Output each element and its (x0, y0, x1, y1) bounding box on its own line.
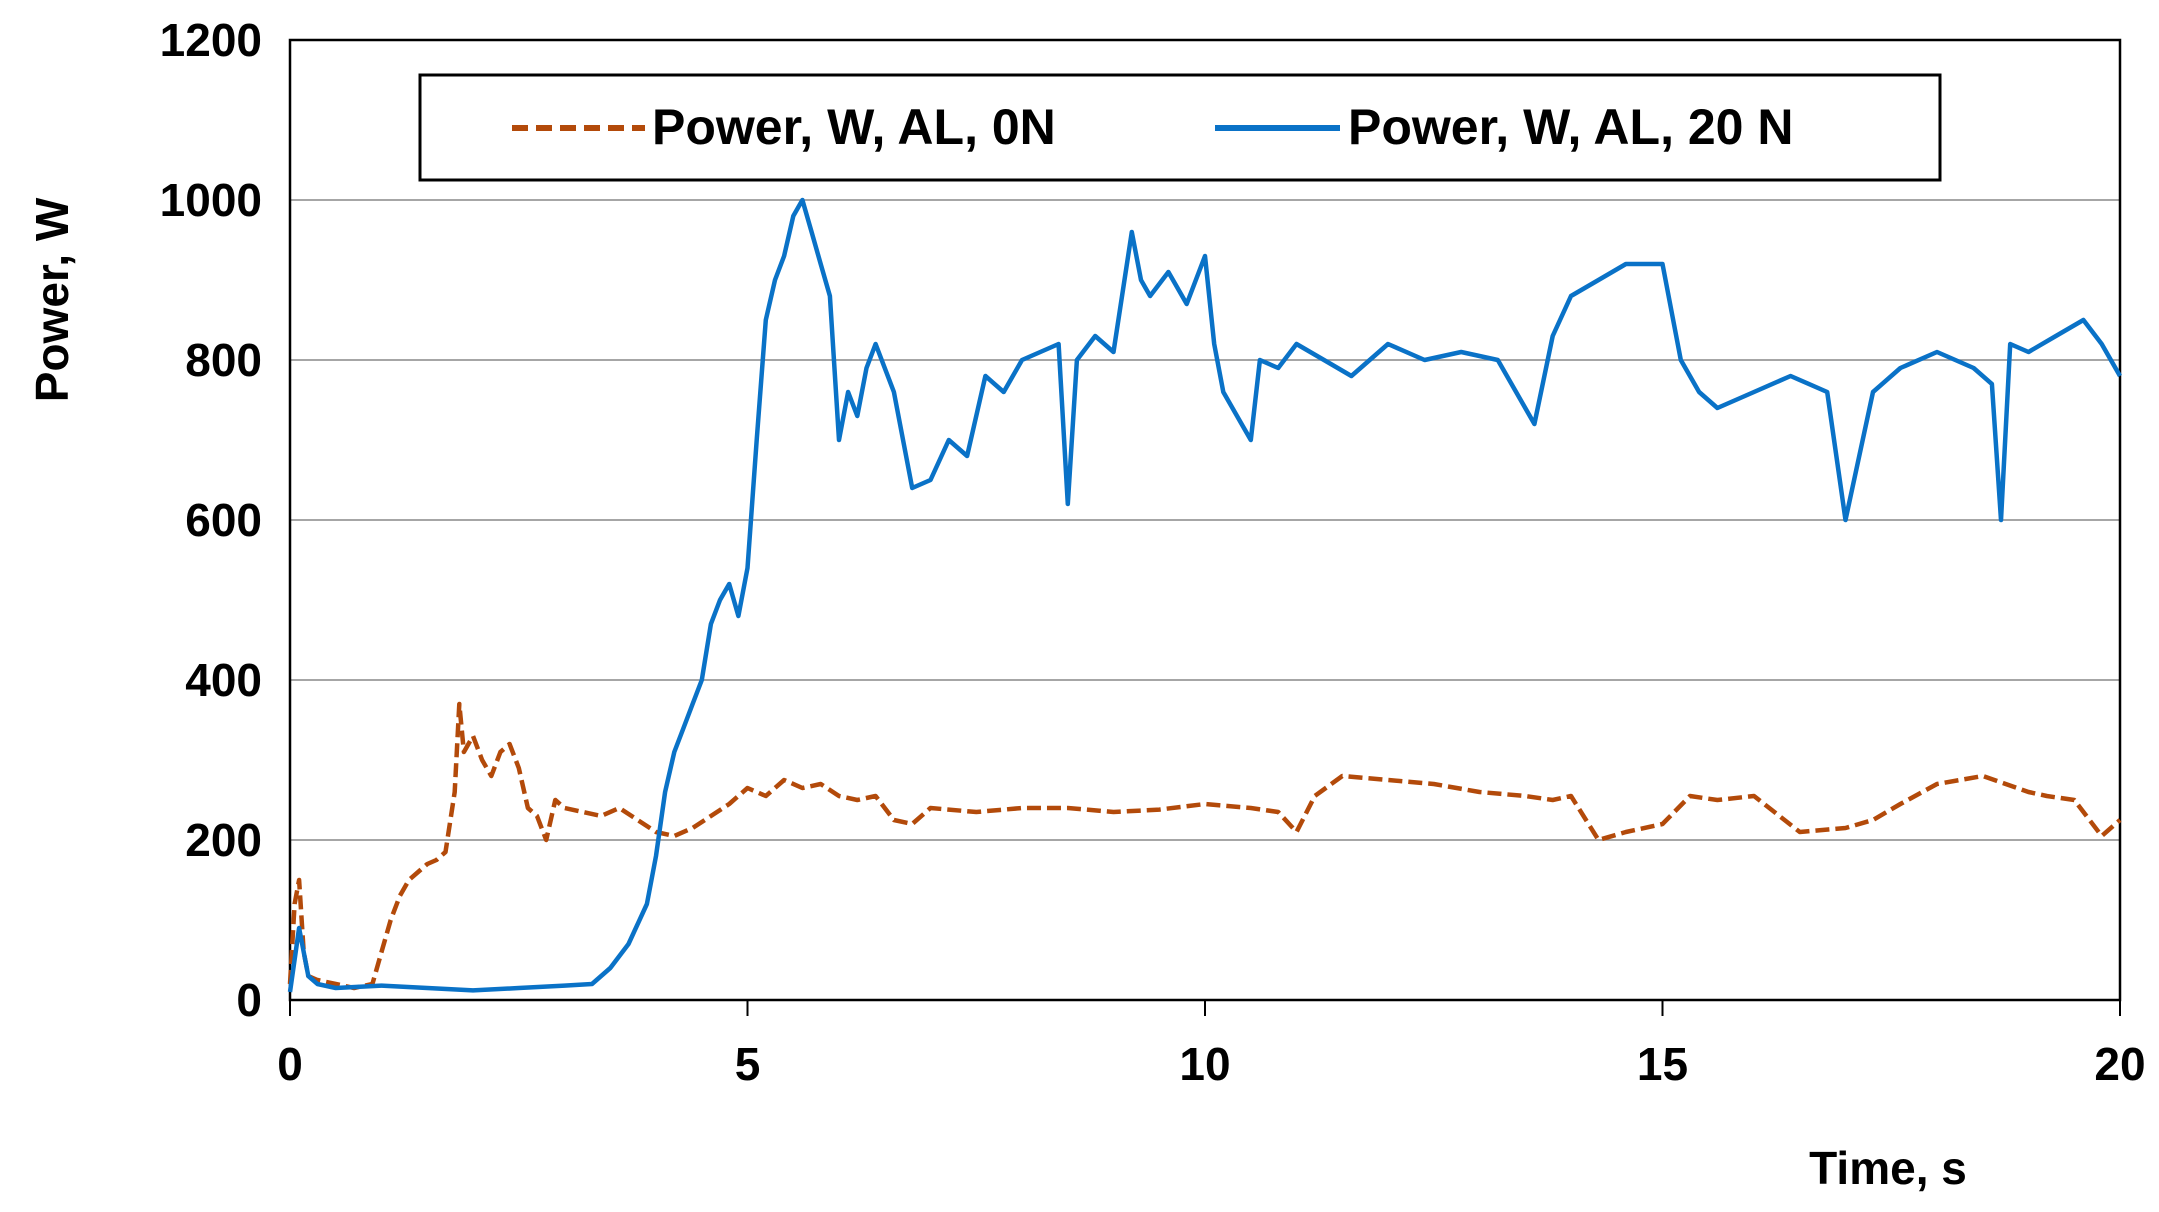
x-tick-15: 15 (1637, 1038, 1688, 1090)
series-line-0 (287, 701, 2122, 991)
y-tick-800: 800 (185, 334, 262, 386)
x-tick-5: 5 (735, 1038, 761, 1090)
legend-box (418, 73, 1942, 182)
y-tick-400: 400 (185, 654, 262, 706)
legend-label-0n: Power, W, AL, 0N (652, 99, 1056, 155)
y-tick-labels: 0 200 400 600 800 1000 1200 (160, 14, 262, 1026)
y-tick-600: 600 (185, 494, 262, 546)
x-tick-10: 10 (1179, 1038, 1230, 1090)
series-layer (287, 197, 2122, 993)
series-line-1 (287, 197, 2122, 993)
legend-label-20n: Power, W, AL, 20 N (1348, 99, 1793, 155)
y-tick-1000: 1000 (160, 174, 262, 226)
y-tick-1200: 1200 (160, 14, 262, 66)
x-axis-title: Time, s (1809, 1142, 1967, 1194)
y-axis-title: Power, W (26, 197, 78, 402)
y-tick-200: 200 (185, 814, 262, 866)
legend: Power, W, AL, 0N Power, W, AL, 20 N (418, 73, 1942, 182)
x-tick-labels: 0 5 10 15 20 (277, 1000, 2146, 1090)
x-tick-0: 0 (277, 1038, 303, 1090)
y-tick-0: 0 (236, 974, 262, 1026)
x-tick-20: 20 (2094, 1038, 2145, 1090)
